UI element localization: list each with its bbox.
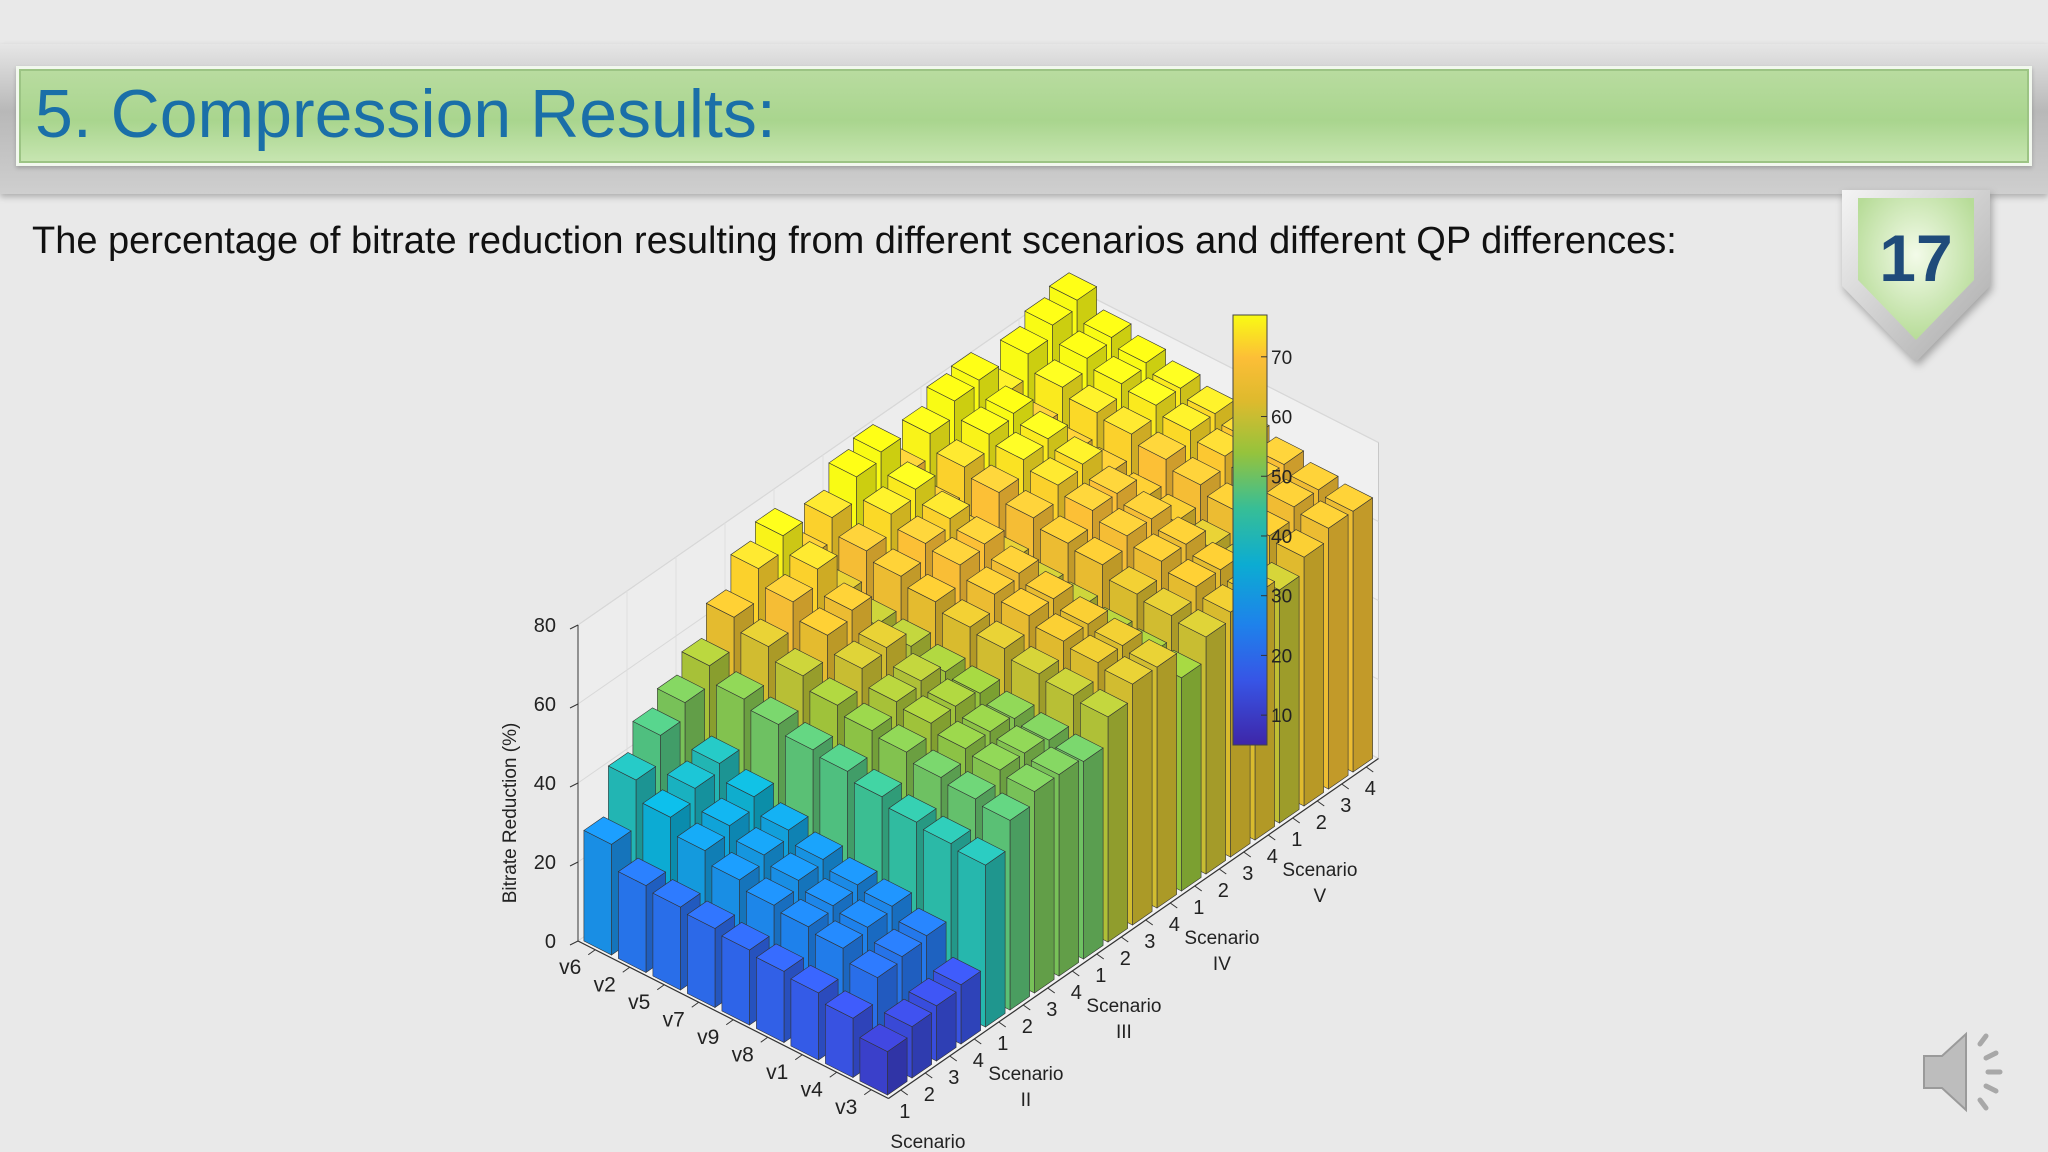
video-tick-label: v7 (663, 1008, 685, 1031)
title-bar: 5. Compression Results: (16, 66, 2032, 166)
page-number-badge: 17 (1838, 190, 1994, 366)
scenario-number: V (1314, 886, 1327, 907)
video-tick-label: v1 (766, 1061, 788, 1084)
qp-tick-label: 1 (997, 1033, 1008, 1055)
z-tick-label: 80 (534, 615, 556, 637)
video-tick-label: v2 (594, 973, 616, 996)
qp-tick-label: 3 (1144, 931, 1155, 953)
qp-tick-label: 3 (1340, 795, 1351, 817)
qp-tick-label: 1 (1193, 897, 1204, 919)
z-tick-label: 60 (534, 694, 556, 716)
video-tick-label: v6 (559, 956, 581, 979)
qp-tick-label: 2 (1120, 948, 1131, 970)
qp-tick-label: 1 (1095, 965, 1106, 987)
qp-tick-label: 4 (1365, 778, 1376, 800)
z-tick-label: 20 (534, 852, 556, 874)
z-tick-label: 40 (534, 773, 556, 795)
bars (583, 272, 1374, 1096)
z-axis-label: Bitrate Reduction (%) (500, 723, 521, 904)
qp-tick-label: 4 (973, 1050, 984, 1072)
video-tick-label: v4 (801, 1078, 824, 1101)
qp-tick-label: 2 (924, 1084, 935, 1106)
qp-tick-label: 2 (1218, 880, 1229, 902)
scenario-label: Scenario (1086, 996, 1161, 1017)
speaker-icon[interactable] (1916, 1022, 2016, 1122)
qp-tick-label: 1 (1291, 829, 1302, 851)
colorbar-tick-label: 30 (1271, 587, 1292, 608)
colorbar-tick-label: 60 (1271, 408, 1292, 429)
colorbar (1232, 314, 1268, 746)
qp-tick-label: 2 (1316, 812, 1327, 834)
video-tick-label: v9 (697, 1026, 719, 1049)
qp-tick-label: 2 (1022, 1016, 1033, 1038)
scenario-label: Scenario (890, 1132, 965, 1152)
video-tick-label: v8 (732, 1043, 754, 1066)
colorbar-tick-label: 40 (1271, 527, 1292, 548)
video-tick-label: v3 (835, 1096, 857, 1119)
qp-tick-label: 3 (1046, 999, 1057, 1021)
scenario-number: II (1021, 1090, 1032, 1111)
qp-tick-label: 4 (1267, 846, 1278, 868)
qp-tick-label: 4 (1169, 914, 1180, 936)
colorbar-tick-label: 10 (1271, 706, 1292, 727)
scenario-label: Scenario (1282, 860, 1357, 881)
page-number: 17 (1879, 221, 1953, 295)
z-tick-label: 0 (545, 931, 556, 953)
scenario-label: Scenario (988, 1064, 1063, 1085)
title-frame: 5. Compression Results: (0, 44, 2048, 194)
qp-tick-label: 3 (1242, 863, 1253, 885)
colorbar-tick-label: 20 (1271, 646, 1292, 667)
qp-tick-label: 3 (948, 1067, 959, 1089)
bar-scenario-1-v3-qp-1 (859, 1023, 908, 1096)
scenario-number: IV (1213, 954, 1231, 975)
colorbar-tick-label: 70 (1271, 348, 1292, 369)
scenario-number: III (1116, 1022, 1132, 1043)
slide-subtitle: The percentage of bitrate reduction resu… (32, 220, 1677, 262)
qp-tick-label: 1 (899, 1101, 910, 1123)
video-tick-label: v5 (628, 991, 650, 1014)
colorbar-tick-label: 50 (1271, 467, 1292, 488)
scenario-label: Scenario (1184, 928, 1259, 949)
slide-title: 5. Compression Results: (35, 76, 776, 152)
qp-tick-label: 4 (1071, 982, 1082, 1004)
